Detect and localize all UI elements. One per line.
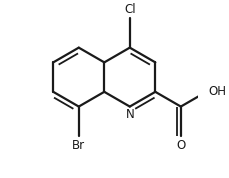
Text: N: N xyxy=(125,108,134,121)
Text: Br: Br xyxy=(72,139,85,152)
Text: Cl: Cl xyxy=(123,3,135,16)
Text: OH: OH xyxy=(207,85,225,98)
Text: O: O xyxy=(175,139,185,152)
